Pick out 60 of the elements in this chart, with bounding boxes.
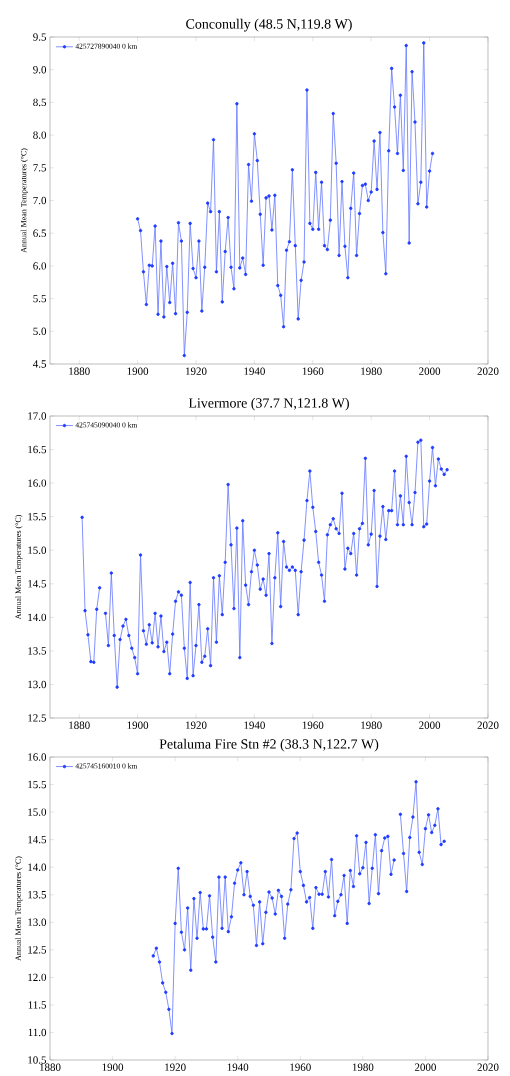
x-tick-label: 1940 <box>227 1063 249 1071</box>
y-tick-label: 14.0 <box>28 613 47 622</box>
x-tick-label: 1880 <box>69 367 90 375</box>
y-tick-label: 14.5 <box>28 835 47 844</box>
y-tick-label: 16.0 <box>28 753 47 761</box>
x-tick-label: 2000 <box>419 367 441 375</box>
chart-title: Conconully (48.5 N,119.8 W) <box>186 18 352 32</box>
x-tick-label: 1980 <box>352 1063 374 1071</box>
x-tick-label: 1920 <box>165 1063 186 1071</box>
x-tick-label: 1920 <box>186 367 207 375</box>
y-tick-label: 15.5 <box>28 780 47 789</box>
y-tick-label: 4.5 <box>33 360 47 368</box>
x-tick-label: 1880 <box>40 1063 61 1071</box>
x-tick-label: 2020 <box>477 367 499 375</box>
x-tick-label: 1980 <box>361 721 382 729</box>
x-tick-label: 1940 <box>244 367 265 375</box>
y-tick-label: 15.0 <box>28 808 47 816</box>
x-tick-label: 1900 <box>127 367 149 375</box>
y-tick-label: 15.0 <box>28 546 47 554</box>
x-tick-label: 1960 <box>302 367 324 375</box>
y-tick-label: 6.0 <box>33 262 47 270</box>
x-tick-label: 1880 <box>69 721 90 729</box>
y-tick-label: 7.5 <box>33 164 47 172</box>
y-tick-label: 10.5 <box>28 1056 47 1064</box>
y-tick-label: 14.0 <box>28 863 47 871</box>
y-tick-label: 6.5 <box>33 229 47 237</box>
chart-title: Livermore (37.7 N,121.8 W) <box>188 397 349 411</box>
y-tick-label: 16.0 <box>28 479 47 487</box>
y-tick-label: 12.5 <box>28 714 47 722</box>
x-tick-label: 1900 <box>127 721 149 729</box>
y-tick-label: 5.5 <box>33 294 47 303</box>
y-tick-label: 11.5 <box>28 1001 47 1009</box>
x-tick-label: 1960 <box>302 721 324 729</box>
y-tick-label: 13.5 <box>28 647 47 655</box>
y-tick-label: 15.5 <box>28 512 47 521</box>
y-tick-label: 9.5 <box>33 33 47 41</box>
y-tick-label: 12.0 <box>28 973 47 982</box>
x-tick-label: 2000 <box>419 721 441 729</box>
x-tick-label: 2020 <box>477 1063 499 1071</box>
x-tick-label: 1980 <box>361 367 382 375</box>
y-tick-label: 16.5 <box>28 445 47 454</box>
y-tick-label: 13.0 <box>28 680 47 689</box>
y-tick-label: 12.5 <box>28 946 47 954</box>
x-tick-label: 2000 <box>414 1063 436 1071</box>
y-tick-label: 8.0 <box>33 131 47 139</box>
y-tick-label: 13.5 <box>28 891 47 899</box>
x-tick-label: 2020 <box>477 721 499 729</box>
y-tick-label: 8.5 <box>33 98 47 107</box>
x-tick-label: 1940 <box>244 721 265 729</box>
x-tick-label: 1900 <box>102 1063 124 1071</box>
y-tick-label: 5.0 <box>33 327 47 336</box>
y-tick-label: 13.0 <box>28 918 47 927</box>
x-tick-label: 1920 <box>186 721 207 729</box>
y-tick-label: 17.0 <box>28 412 47 420</box>
chart-title: Petaluma Fire Stn #2 (38.3 N,122.7 W) <box>159 738 379 752</box>
y-tick-label: 14.5 <box>28 580 47 588</box>
x-tick-label: 1960 <box>290 1063 311 1071</box>
y-tick-label: 11.0 <box>28 1028 47 1037</box>
y-tick-label: 7.0 <box>33 196 47 205</box>
y-tick-label: 9.0 <box>33 66 47 74</box>
